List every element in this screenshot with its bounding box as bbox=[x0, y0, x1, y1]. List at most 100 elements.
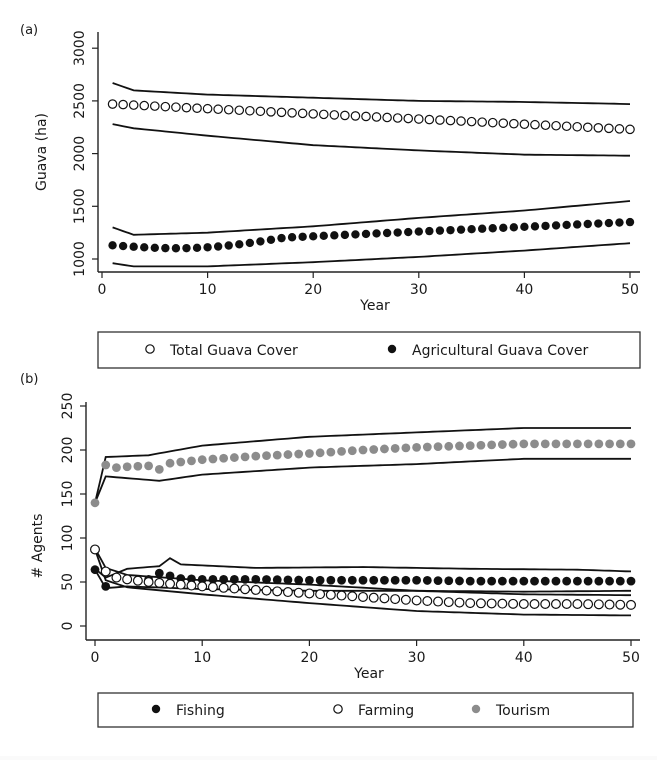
data-point bbox=[435, 115, 445, 125]
x-tick-label: 20 bbox=[304, 282, 322, 298]
data-point bbox=[518, 598, 529, 609]
x-tick-label: 0 bbox=[91, 650, 100, 666]
data-point bbox=[572, 598, 583, 609]
data-point bbox=[487, 440, 497, 450]
y-tick-label: 200 bbox=[60, 437, 76, 464]
data-point bbox=[614, 124, 625, 134]
data-point bbox=[562, 576, 572, 586]
x-tick-label: 30 bbox=[410, 282, 428, 298]
upper-bound-line bbox=[94, 548, 631, 597]
data-point bbox=[132, 575, 143, 586]
data-point bbox=[255, 106, 266, 117]
panel-a: (a) 1000 1500 2000 2500 3000 0 10 20 30 40 50 Year Gu… bbox=[20, 23, 641, 369]
data-point bbox=[287, 108, 297, 118]
data-point bbox=[626, 439, 636, 449]
data-point bbox=[369, 445, 379, 454]
data-point bbox=[509, 223, 519, 232]
data-point bbox=[224, 241, 233, 250]
data-point bbox=[509, 118, 519, 129]
data-point bbox=[272, 586, 283, 597]
data-point bbox=[154, 577, 165, 588]
data-point bbox=[219, 574, 229, 584]
data-point bbox=[139, 100, 150, 111]
x-tick-label: 30 bbox=[408, 650, 426, 666]
data-point bbox=[298, 232, 307, 241]
x-tick-label: 0 bbox=[98, 282, 107, 298]
data-point bbox=[140, 243, 149, 252]
x-tick-label: 40 bbox=[515, 650, 533, 666]
data-point bbox=[551, 576, 561, 586]
data-point bbox=[276, 107, 287, 118]
data-point bbox=[615, 599, 626, 610]
data-point bbox=[573, 576, 582, 586]
data-point bbox=[287, 233, 297, 242]
data-point bbox=[541, 221, 550, 231]
data-point bbox=[551, 120, 561, 131]
data-point bbox=[308, 109, 318, 119]
data-point bbox=[392, 113, 403, 123]
data-point bbox=[207, 582, 218, 593]
data-point bbox=[361, 111, 371, 122]
data-point bbox=[262, 451, 271, 461]
data-point bbox=[422, 596, 433, 607]
data-point bbox=[446, 225, 455, 235]
data-point bbox=[315, 589, 326, 600]
data-point bbox=[444, 441, 454, 451]
data-point bbox=[401, 575, 411, 585]
data-point bbox=[626, 576, 636, 586]
data-point bbox=[530, 439, 539, 449]
data-point bbox=[128, 100, 139, 110]
data-point bbox=[315, 448, 325, 458]
data-point bbox=[508, 439, 518, 449]
y-tick-label: 2000 bbox=[72, 136, 88, 172]
data-point bbox=[425, 226, 434, 236]
data-point bbox=[625, 599, 636, 610]
data-point bbox=[433, 576, 443, 585]
data-point bbox=[262, 575, 271, 584]
data-point bbox=[605, 576, 614, 586]
data-point bbox=[358, 445, 368, 455]
legend-marker bbox=[333, 704, 343, 714]
data-point bbox=[497, 598, 508, 609]
data-point bbox=[133, 461, 143, 471]
data-point bbox=[530, 119, 540, 130]
data-point bbox=[294, 575, 304, 585]
data-point bbox=[455, 576, 464, 586]
data-point bbox=[100, 566, 111, 577]
data-point bbox=[372, 229, 381, 238]
legend-label: Farming bbox=[358, 703, 414, 719]
y-tick-label: 3000 bbox=[72, 30, 88, 66]
data-point bbox=[181, 102, 192, 113]
data-point bbox=[594, 439, 604, 449]
data-point bbox=[245, 238, 255, 248]
data-point bbox=[107, 99, 118, 109]
data-point bbox=[572, 121, 582, 132]
lower-bound-line bbox=[94, 457, 631, 504]
data-point bbox=[219, 453, 229, 463]
lower-bound-line bbox=[94, 549, 631, 617]
data-point bbox=[282, 587, 293, 598]
data-point bbox=[101, 460, 111, 470]
data-point bbox=[390, 444, 400, 453]
data-point bbox=[229, 453, 239, 462]
panel-label: (a) bbox=[20, 23, 38, 38]
data-point bbox=[382, 228, 392, 238]
data-point bbox=[508, 576, 518, 586]
data-point bbox=[604, 218, 614, 228]
data-point bbox=[283, 575, 293, 585]
data-point bbox=[150, 101, 160, 111]
data-point bbox=[240, 452, 250, 462]
panel-b: (b) 0 50 100 150 200 250 0 10 20 30 40 50 Year # Agent… bbox=[20, 372, 640, 728]
data-point bbox=[615, 576, 625, 586]
data-point bbox=[218, 582, 229, 593]
legend: Total Guava Cover Agricultural Guava Cove… bbox=[97, 331, 641, 369]
data-point bbox=[371, 112, 382, 122]
data-point bbox=[350, 111, 361, 121]
y-tick-label: 0 bbox=[60, 622, 76, 631]
data-point bbox=[465, 441, 475, 450]
data-point bbox=[160, 101, 171, 112]
data-point bbox=[315, 575, 325, 585]
data-point bbox=[488, 224, 497, 233]
data-point bbox=[551, 439, 561, 449]
data-point bbox=[499, 223, 508, 232]
